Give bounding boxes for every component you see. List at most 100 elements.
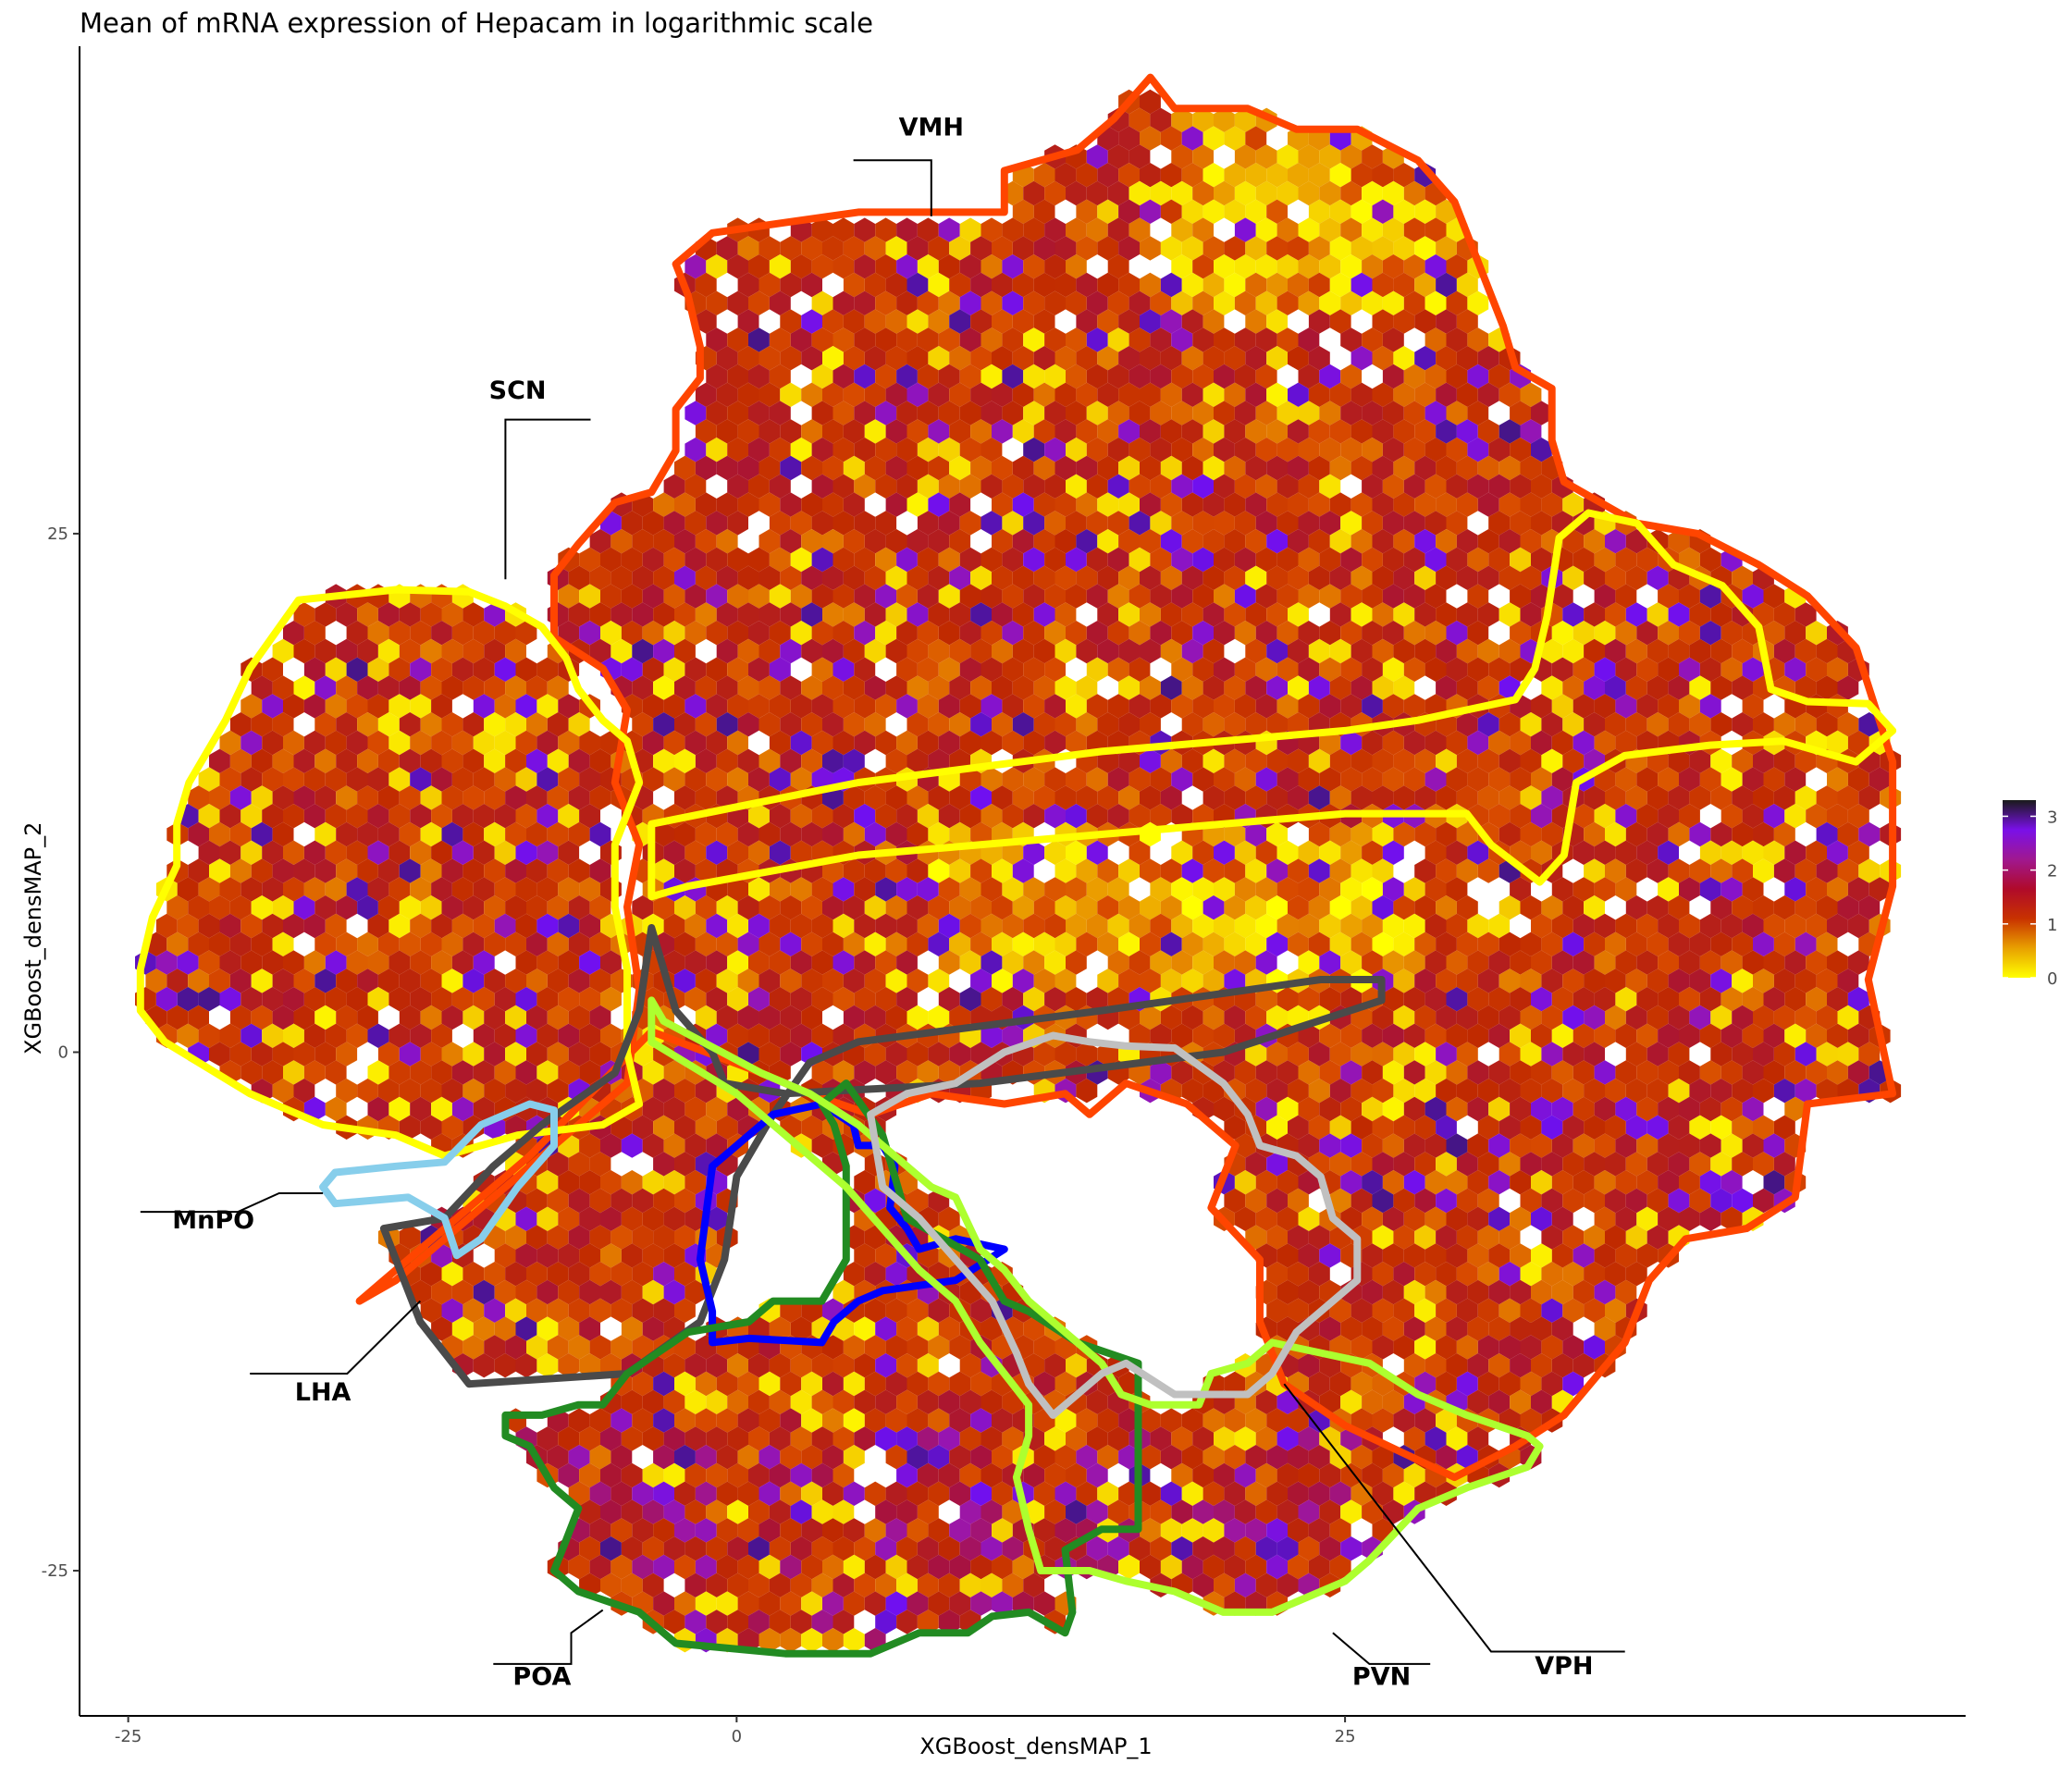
- hex-bin: [822, 675, 844, 700]
- hex-bin: [959, 327, 981, 352]
- hex-bin: [992, 712, 1013, 737]
- hex-bin: [441, 1262, 463, 1287]
- hex-bin: [1668, 712, 1690, 737]
- hex-bin: [1234, 1133, 1256, 1158]
- hex-bin: [653, 1225, 674, 1250]
- hex-bin: [410, 950, 432, 975]
- hex-bin: [1044, 1353, 1066, 1378]
- hex-bin: [462, 712, 485, 737]
- hex-bin: [684, 730, 707, 756]
- hex-bin: [1350, 236, 1373, 261]
- hex-bin: [1086, 987, 1108, 1012]
- hex-bin: [1436, 748, 1457, 773]
- hex-bin: [1023, 180, 1045, 206]
- hex-bin: [684, 254, 707, 279]
- hex-bin: [843, 748, 865, 773]
- hex-bin: [1372, 675, 1394, 700]
- hex-bin: [970, 236, 992, 261]
- hex-bin: [801, 675, 822, 700]
- hex-bin: [579, 1206, 600, 1231]
- hex-bin: [568, 565, 590, 590]
- hex-bin: [1393, 492, 1415, 517]
- hex-bin: [1541, 1079, 1563, 1104]
- hex-bin: [451, 1316, 474, 1341]
- hex-bin: [1699, 913, 1721, 939]
- hex-bin: [1128, 950, 1151, 975]
- hex-bin: [1266, 895, 1288, 920]
- hex-bin: [1424, 547, 1447, 573]
- hex-bin: [663, 1060, 685, 1085]
- hex-bin: [451, 1096, 474, 1122]
- hex-bin: [928, 1298, 950, 1323]
- hex-bin: [1362, 547, 1383, 573]
- hex-bin: [1794, 712, 1817, 737]
- hex-bin: [1816, 895, 1838, 920]
- hex-bin: [1054, 895, 1077, 920]
- hex-bin: [1498, 712, 1521, 737]
- hex-bin: [1086, 1389, 1108, 1414]
- hex-bin: [1118, 712, 1140, 737]
- hex-bin: [1551, 584, 1573, 609]
- hex-bin: [1837, 712, 1859, 737]
- hex-bin: [885, 1481, 907, 1506]
- hex-bin: [727, 840, 748, 865]
- hex-bin: [864, 1298, 886, 1323]
- hex-bin: [1118, 236, 1140, 261]
- hex-bin: [1202, 675, 1225, 700]
- hex-bin: [1424, 1316, 1447, 1341]
- hex-bin: [441, 1115, 463, 1140]
- hex-bin: [885, 1408, 907, 1433]
- hex-bin: [1033, 895, 1055, 920]
- hex-bin: [980, 877, 1003, 902]
- hex-bin: [229, 821, 252, 847]
- hex-bin: [346, 657, 368, 682]
- hex-bin: [653, 1554, 674, 1580]
- hex-bin: [377, 821, 400, 847]
- hex-bin: [621, 1499, 643, 1524]
- hex-bin: [1403, 217, 1425, 242]
- hex-bin: [970, 1298, 992, 1323]
- hex-bin: [928, 565, 950, 590]
- hex-bin: [632, 1298, 654, 1323]
- hex-bin: [790, 1389, 812, 1414]
- hex-bin: [1171, 950, 1193, 975]
- hex-bin: [1531, 1133, 1552, 1158]
- hex-bin: [896, 950, 918, 975]
- hex-bin: [695, 785, 717, 810]
- hex-bin: [1562, 602, 1585, 627]
- hex-bin: [1033, 199, 1055, 224]
- hex-bin: [1794, 1042, 1817, 1067]
- hex-bin: [716, 602, 738, 627]
- hex-bin: [1118, 309, 1140, 334]
- hex-bin: [1562, 931, 1585, 956]
- hex-bin: [484, 858, 506, 883]
- hex-bin: [1403, 767, 1425, 792]
- hex-bin: [1023, 254, 1045, 279]
- hex-bin: [949, 638, 971, 664]
- hex-bin: [1806, 1060, 1827, 1085]
- hex-bin: [293, 675, 315, 700]
- hex-bin: [832, 584, 855, 609]
- hex-bin: [367, 913, 389, 939]
- hex-bin: [854, 987, 876, 1012]
- hex-bin: [1827, 840, 1848, 865]
- hex-bin: [1023, 1353, 1045, 1378]
- hex-bin: [970, 675, 992, 700]
- hex-bin: [388, 657, 411, 682]
- hex-bin: [484, 712, 506, 737]
- hex-bin: [1668, 1042, 1690, 1067]
- hex-bin: [1234, 657, 1256, 682]
- hex-bin: [1773, 785, 1795, 810]
- hex-bin: [410, 804, 432, 829]
- hex-bin: [980, 1536, 1003, 1561]
- hex-bin: [166, 931, 189, 956]
- hex-bin: [1510, 1096, 1531, 1122]
- hex-bin: [1753, 748, 1774, 773]
- hex-bin: [864, 968, 886, 993]
- hex-bin: [959, 438, 981, 462]
- hex-bin: [832, 694, 855, 719]
- hex-bin: [1393, 1079, 1415, 1104]
- hex-bin: [1456, 895, 1478, 920]
- hex-bin: [1202, 1408, 1225, 1433]
